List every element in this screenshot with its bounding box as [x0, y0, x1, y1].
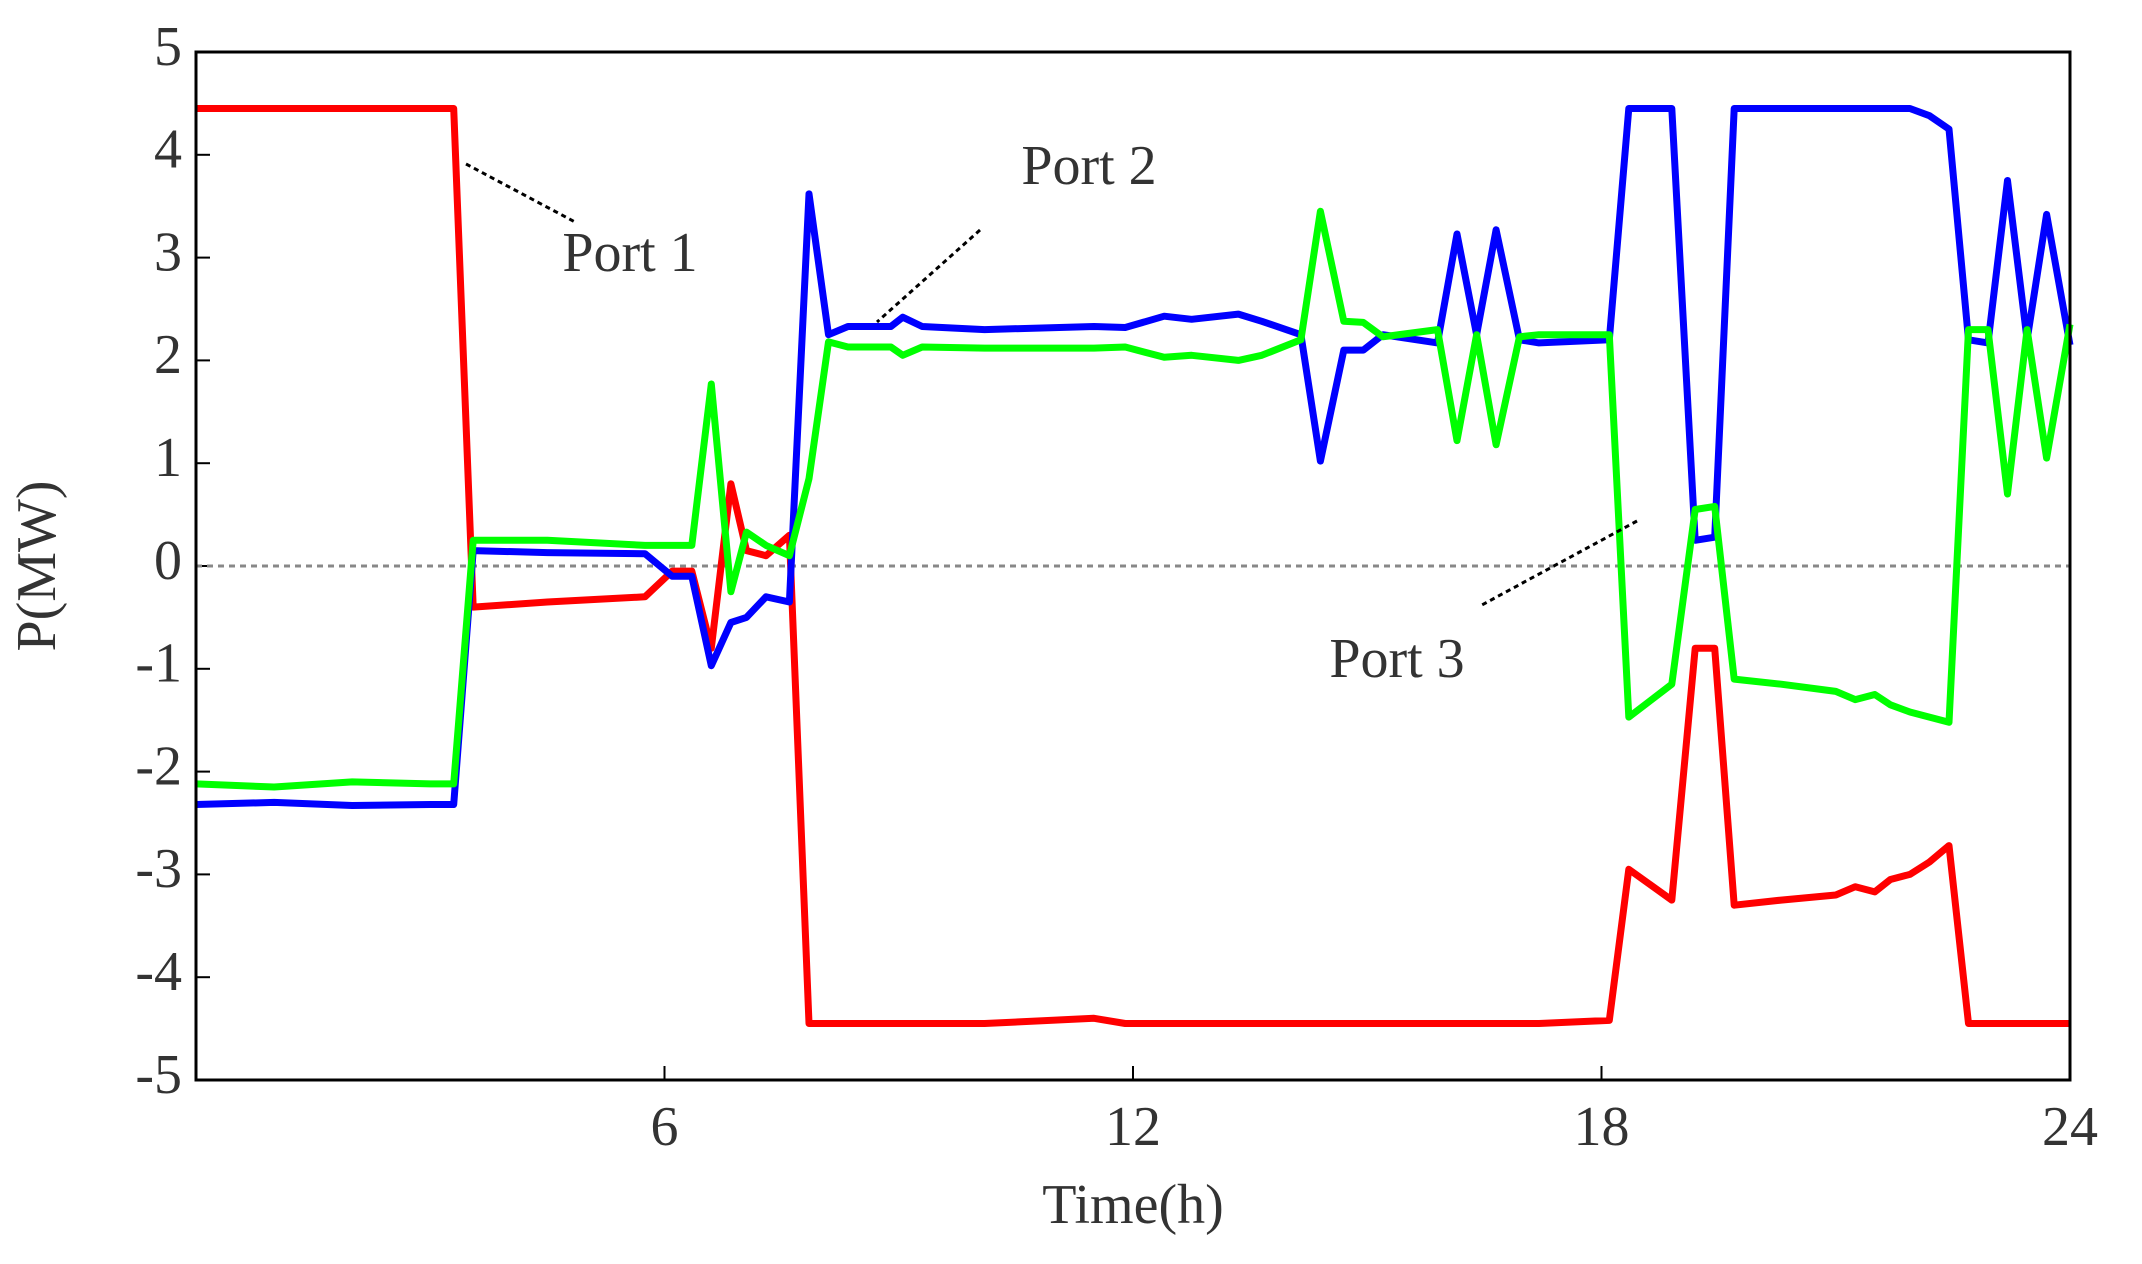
x-axis-label: Time(h) [1042, 1174, 1224, 1236]
y-tick-label: 2 [154, 324, 182, 386]
x-tick-label: 6 [651, 1096, 679, 1158]
y-tick-label: 5 [154, 16, 182, 78]
y-tick-label: -2 [135, 735, 182, 797]
y-tick-label: -1 [135, 633, 182, 695]
x-tick-label: 24 [2042, 1096, 2098, 1158]
y-tick-label: -3 [135, 838, 182, 900]
y-tick-label: 4 [154, 119, 182, 181]
x-tick-label: 12 [1105, 1096, 1161, 1158]
y-tick-label: 3 [154, 221, 182, 283]
y-tick-label: -5 [135, 1044, 182, 1106]
series-label: Port 2 [1021, 135, 1156, 197]
series-label: Port 1 [562, 222, 697, 284]
series-line [195, 105, 2074, 809]
series-line [195, 207, 2074, 791]
callout-leader [465, 162, 576, 224]
y-axis-label: P(MW) [6, 480, 68, 651]
y-tick-label: 1 [154, 427, 182, 489]
callout-leader [1479, 519, 1638, 608]
y-tick-label: 0 [154, 530, 182, 592]
x-tick-label: 18 [1574, 1096, 1630, 1158]
y-tick-label: -4 [135, 941, 182, 1003]
callout-leader [876, 228, 981, 324]
series-label: Port 3 [1329, 628, 1464, 690]
plot-frame [194, 50, 2072, 1082]
